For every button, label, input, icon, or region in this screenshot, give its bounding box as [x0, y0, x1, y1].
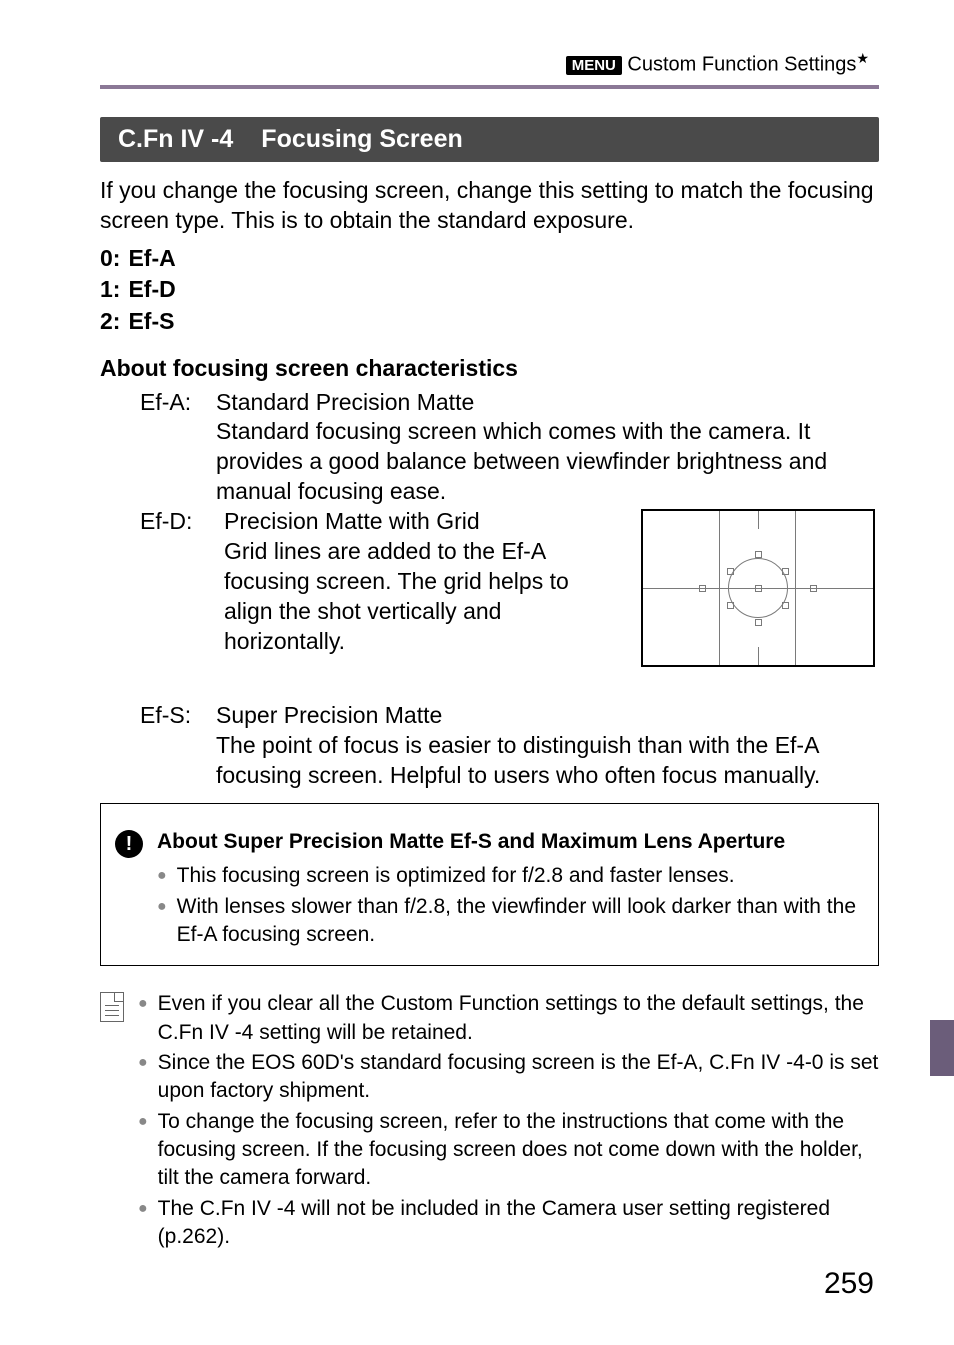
- bullet-icon: ●: [138, 1049, 148, 1106]
- af-point: [782, 568, 789, 575]
- page-header: MENU Custom Function Settings★: [100, 50, 879, 77]
- efd-desc: Grid lines are added to the Ef-A focusin…: [224, 537, 621, 657]
- option-num: 2:: [100, 306, 120, 337]
- warning-icon: !: [115, 830, 143, 858]
- af-point: [755, 619, 762, 626]
- bullet-text: Since the EOS 60D's standard focusing sc…: [158, 1049, 879, 1106]
- section-title-text: Focusing Screen: [261, 125, 462, 154]
- note-bullet-list: ● Even if you clear all the Custom Funct…: [138, 990, 879, 1251]
- warning-heading: About Super Precision Matte Ef-S and Max…: [157, 828, 864, 856]
- option-label: Ef-D: [128, 274, 175, 305]
- bullet-icon: ●: [157, 862, 167, 890]
- header-underline: [100, 85, 879, 89]
- option-list: 0: Ef-A 1: Ef-D 2: Ef-S: [100, 243, 879, 336]
- efa-label: Ef-A:: [140, 388, 204, 508]
- efs-desc: The point of focus is easier to distingu…: [216, 731, 879, 791]
- list-item: ● Since the EOS 60D's standard focusing …: [138, 1049, 879, 1106]
- bullet-icon: ●: [138, 1108, 148, 1193]
- efd-block: Ef-D: Precision Matte with Grid Grid lin…: [140, 507, 879, 667]
- list-item: ● To change the focusing screen, refer t…: [138, 1108, 879, 1193]
- bullet-text: To change the focusing screen, refer to …: [158, 1108, 879, 1193]
- bullet-icon: ●: [138, 1195, 148, 1252]
- side-tab: [930, 1020, 954, 1076]
- af-point: [755, 585, 762, 592]
- option-row: 1: Ef-D: [100, 274, 879, 305]
- bullet-text: Even if you clear all the Custom Functio…: [158, 990, 879, 1047]
- efa-desc: Standard focusing screen which comes wit…: [216, 417, 879, 507]
- efs-title: Super Precision Matte: [216, 701, 879, 731]
- warning-bullet-list: ● This focusing screen is optimized for …: [157, 862, 864, 949]
- page-number: 259: [824, 1267, 874, 1301]
- af-point: [699, 585, 706, 592]
- efd-label: Ef-D:: [140, 507, 204, 537]
- efs-block: Ef-S: Super Precision Matte The point of…: [140, 701, 879, 791]
- efa-block: Ef-A: Standard Precision Matte Standard …: [140, 388, 879, 508]
- bullet-text: This focusing screen is optimized for f/…: [177, 862, 864, 890]
- bullet-text: The C.Fn IV -4 will not be included in t…: [158, 1195, 879, 1252]
- bullet-icon: ●: [138, 990, 148, 1047]
- list-item: ● This focusing screen is optimized for …: [157, 862, 864, 890]
- option-label: Ef-A: [128, 243, 175, 274]
- option-num: 0:: [100, 243, 120, 274]
- note-icon: [100, 992, 124, 1022]
- list-item: ● Even if you clear all the Custom Funct…: [138, 990, 879, 1047]
- af-point: [755, 551, 762, 558]
- af-point: [782, 602, 789, 609]
- bullet-text: With lenses slower than f/2.8, the viewf…: [177, 893, 864, 950]
- header-text: Custom Function Settings: [622, 54, 857, 76]
- efs-label: Ef-S:: [140, 701, 204, 791]
- intro-text: If you change the focusing screen, chang…: [100, 176, 879, 236]
- focusing-screen-diagram: [641, 509, 875, 667]
- about-heading: About focusing screen characteristics: [100, 355, 879, 382]
- list-item: ● The C.Fn IV -4 will not be included in…: [138, 1195, 879, 1252]
- header-star: ★: [856, 50, 869, 66]
- section-title-bar: C.Fn IV -4 Focusing Screen: [100, 117, 879, 162]
- option-row: 2: Ef-S: [100, 306, 879, 337]
- af-point: [727, 568, 734, 575]
- warning-box: ! About Super Precision Matte Ef-S and M…: [100, 803, 879, 966]
- af-point: [727, 602, 734, 609]
- menu-badge: MENU: [566, 56, 622, 75]
- option-row: 0: Ef-A: [100, 243, 879, 274]
- option-num: 1:: [100, 274, 120, 305]
- list-item: ● With lenses slower than f/2.8, the vie…: [157, 893, 864, 950]
- note-box: ● Even if you clear all the Custom Funct…: [100, 990, 879, 1253]
- option-label: Ef-S: [128, 306, 174, 337]
- section-number: C.Fn IV -4: [118, 125, 233, 154]
- efa-title: Standard Precision Matte: [216, 388, 879, 418]
- af-point: [810, 585, 817, 592]
- efd-title: Precision Matte with Grid: [224, 507, 621, 537]
- bullet-icon: ●: [157, 893, 167, 950]
